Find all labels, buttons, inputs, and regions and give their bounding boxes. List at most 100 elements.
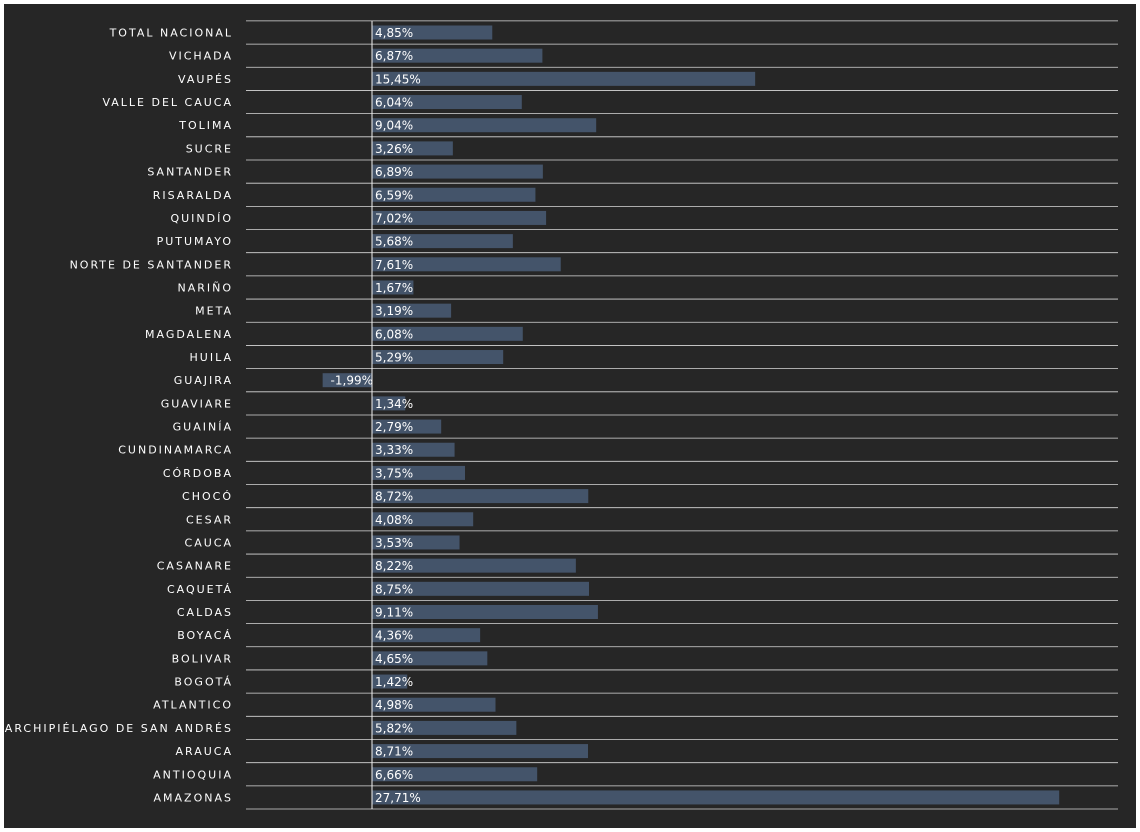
value-label: 4,98% (375, 698, 413, 712)
bar (372, 697, 496, 712)
value-label: 3,75% (375, 466, 413, 480)
bar (372, 257, 561, 272)
category-label: GUAINÍA (173, 421, 233, 434)
category-label: ARAUCA (175, 745, 233, 758)
category-label: VAUPÉS (178, 73, 233, 86)
category-label: CUNDINAMARCA (118, 444, 233, 457)
bar (372, 489, 589, 504)
bar (372, 558, 576, 573)
value-label: 8,22% (375, 559, 413, 573)
category-label: CÓRDOBA (163, 467, 233, 480)
value-label: 6,59% (375, 188, 413, 202)
value-label: 9,11% (375, 606, 413, 620)
value-label: 3,26% (375, 142, 413, 156)
bar (372, 187, 536, 202)
bar (372, 744, 589, 759)
gridlines (246, 20, 1118, 810)
chart-background: TOTAL NACIONAL VICHADA VAUPÉS VALLE DEL CAU… (4, 4, 1136, 828)
bar (372, 628, 481, 643)
bar (372, 280, 414, 295)
bar (372, 350, 504, 365)
bar (372, 651, 488, 666)
category-label: PUTUMAYO (157, 235, 233, 248)
bar (372, 118, 597, 133)
category-label: TOTAL NACIONAL (109, 27, 233, 40)
bar (372, 442, 455, 457)
value-label: 27,71% (375, 791, 421, 805)
category-label: CASANARE (157, 560, 233, 573)
value-labels: 4,85% 6,87% 15,45% 6,04% 9,04% 3,26% 6,89% 6,59… (331, 26, 421, 805)
category-label: AMAZONAS (154, 791, 233, 804)
category-label: CAQUETÁ (167, 583, 233, 596)
category-label: BOLIVAR (172, 652, 233, 665)
value-label: -1,99% (331, 374, 373, 388)
value-label: 2,79% (375, 420, 413, 434)
category-label: NORTE DE SANTANDER (70, 258, 233, 271)
bar (372, 767, 538, 782)
category-labels: TOTAL NACIONAL VICHADA VAUPÉS VALLE DEL CAU… (5, 27, 233, 805)
category-label: GUAJIRA (174, 374, 233, 387)
bar (372, 25, 493, 40)
value-label: 6,08% (375, 327, 413, 341)
value-label: 9,04% (375, 119, 413, 133)
value-label: 3,19% (375, 304, 413, 318)
bar (372, 303, 452, 318)
value-label: 6,66% (375, 768, 413, 782)
value-label: 8,72% (375, 490, 413, 504)
bar (372, 720, 517, 735)
bar (372, 234, 513, 249)
category-label: MAGDALENA (145, 328, 233, 341)
category-label: SUCRE (186, 142, 233, 155)
bar-chart: TOTAL NACIONAL VICHADA VAUPÉS VALLE DEL CAU… (5, 20, 1118, 810)
category-label: NARIÑO (177, 281, 233, 294)
category-label: CHOCÓ (182, 490, 233, 503)
bar (372, 326, 523, 341)
value-label: 7,02% (375, 211, 413, 225)
category-label: META (195, 305, 233, 318)
category-label: RISARALDA (153, 189, 233, 202)
bar (372, 605, 598, 619)
bar (372, 48, 543, 63)
value-label: 6,04% (375, 96, 413, 110)
value-label: 4,36% (375, 629, 413, 643)
value-label: 4,08% (375, 513, 413, 527)
category-label: BOGOTÁ (174, 676, 233, 689)
value-label: 3,33% (375, 443, 413, 457)
category-label: TOLIMA (178, 119, 233, 132)
bar (372, 164, 543, 179)
bars (322, 25, 1060, 805)
category-label: ANTIOQUIA (153, 768, 233, 781)
bar (372, 535, 460, 550)
value-label: 6,89% (375, 165, 413, 179)
bar (372, 419, 442, 434)
bar (372, 512, 474, 527)
category-label: CESAR (186, 513, 233, 526)
value-label: 6,87% (375, 49, 413, 63)
bar (372, 396, 406, 411)
value-label: 8,75% (375, 582, 413, 596)
value-label: 3,53% (375, 536, 413, 550)
value-label: 5,68% (375, 235, 413, 249)
bar (372, 581, 589, 596)
bar (372, 71, 756, 86)
bar (372, 674, 408, 689)
value-label: 15,45% (375, 72, 421, 86)
value-label: 1,42% (375, 675, 413, 689)
bar (322, 373, 372, 388)
value-label: 4,65% (375, 652, 413, 666)
bar (372, 210, 547, 225)
value-label: 1,34% (375, 397, 413, 411)
category-label: SANTANDER (147, 166, 233, 179)
category-label: VICHADA (169, 50, 233, 63)
bar (372, 95, 522, 110)
bar (372, 141, 453, 156)
value-label: 5,82% (375, 721, 413, 735)
value-label: 4,85% (375, 26, 413, 40)
value-label: 7,61% (375, 258, 413, 272)
value-label: 5,29% (375, 351, 413, 365)
category-label: VALLE DEL CAUCA (102, 96, 233, 109)
category-label: QUINDÍO (170, 212, 233, 225)
value-label: 8,71% (375, 745, 413, 759)
category-label: CALDAS (177, 606, 233, 619)
category-label: CAUCA (185, 536, 233, 549)
